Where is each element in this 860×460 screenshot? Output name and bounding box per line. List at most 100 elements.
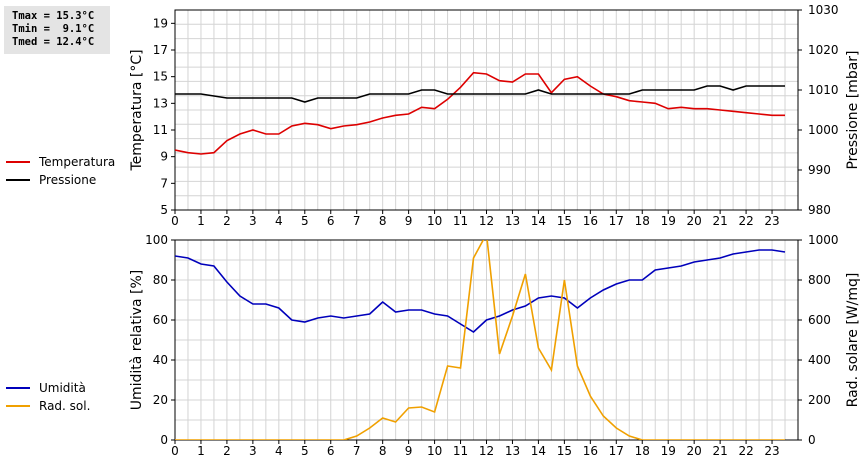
stat-tmin: Tmin = 9.1°C — [12, 23, 95, 35]
y-tick-label-right: 1000 — [808, 123, 839, 137]
x-tick-label: 6 — [327, 214, 335, 228]
legend-swatch-pressione — [6, 179, 30, 181]
y-axis-label-right: Rad. solare [W/mq] — [845, 273, 860, 408]
y-tick-label-right: 600 — [808, 313, 831, 327]
x-tick-label: 20 — [687, 444, 702, 458]
x-tick-label: 2 — [223, 214, 231, 228]
x-tick-label: 4 — [275, 444, 283, 458]
x-tick-label: 12 — [479, 444, 494, 458]
y-tick-label-left: 13 — [153, 96, 168, 110]
x-tick-label: 10 — [427, 444, 442, 458]
x-tick-label: 20 — [687, 214, 702, 228]
x-tick-label: 7 — [353, 444, 361, 458]
y-tick-label-left: 19 — [153, 16, 168, 30]
y-tick-label-left: 7 — [160, 176, 168, 190]
x-tick-label: 21 — [712, 214, 727, 228]
stats-box: Tmax = 15.3°C Tmin = 9.1°C Tmed = 12.4°C — [4, 6, 110, 54]
y-tick-label-left: 11 — [153, 123, 168, 137]
y-tick-label-left: 80 — [153, 273, 168, 287]
y-tick-label-left: 100 — [145, 233, 168, 247]
x-tick-label: 1 — [197, 444, 205, 458]
y-tick-label-right: 1030 — [808, 3, 839, 17]
stat-tmed: Tmed = 12.4°C — [12, 36, 95, 48]
y-tick-label-right: 980 — [808, 203, 831, 217]
legend-label-umidita: Umidità — [39, 381, 86, 395]
x-tick-label: 19 — [661, 214, 676, 228]
y-tick-label-left: 17 — [153, 43, 168, 57]
x-tick-label: 2 — [223, 444, 231, 458]
x-tick-label: 16 — [583, 444, 598, 458]
legend-item-temperatura: Temperatura — [6, 153, 115, 171]
x-tick-label: 0 — [171, 214, 179, 228]
x-tick-label: 8 — [379, 444, 387, 458]
x-tick-label: 14 — [531, 214, 546, 228]
x-tick-label: 15 — [557, 444, 572, 458]
x-tick-label: 6 — [327, 444, 335, 458]
x-tick-label: 10 — [427, 214, 442, 228]
legend-swatch-rad-sol — [6, 405, 30, 407]
y-tick-label-right: 800 — [808, 273, 831, 287]
x-tick-label: 14 — [531, 444, 546, 458]
y-tick-label-right: 1010 — [808, 83, 839, 97]
x-tick-label: 11 — [453, 444, 468, 458]
y-tick-label-right: 990 — [808, 163, 831, 177]
x-tick-label: 5 — [301, 444, 309, 458]
x-tick-label: 23 — [764, 444, 779, 458]
y-axis-label-left: Umidità relativa [%] — [129, 270, 145, 411]
x-tick-label: 13 — [505, 444, 520, 458]
x-tick-label: 15 — [557, 214, 572, 228]
y-tick-label-left: 9 — [160, 150, 168, 164]
x-tick-label: 22 — [738, 214, 753, 228]
legend-item-pressione: Pressione — [6, 171, 115, 189]
y-tick-label-right: 1000 — [808, 233, 839, 247]
y-tick-label-right: 400 — [808, 353, 831, 367]
x-tick-label: 3 — [249, 444, 257, 458]
y-tick-label-left: 5 — [160, 203, 168, 217]
x-tick-label: 16 — [583, 214, 598, 228]
y-tick-label-left: 15 — [153, 70, 168, 84]
y-tick-label-right: 200 — [808, 393, 831, 407]
series-line-rad-sol — [175, 240, 785, 440]
y-tick-label-left: 40 — [153, 353, 168, 367]
x-tick-label: 1 — [197, 214, 205, 228]
x-tick-label: 3 — [249, 214, 257, 228]
x-tick-label: 12 — [479, 214, 494, 228]
x-tick-label: 17 — [609, 214, 624, 228]
legend-label-temperatura: Temperatura — [39, 155, 116, 169]
x-tick-label: 18 — [635, 214, 650, 228]
series-line-temperatura — [175, 71, 785, 155]
x-tick-label: 9 — [405, 444, 413, 458]
legend-item-rad-sol: Rad. sol. — [6, 397, 90, 415]
x-tick-label: 22 — [738, 444, 753, 458]
x-tick-label: 0 — [171, 444, 179, 458]
y-tick-label-right: 0 — [808, 433, 816, 447]
legend-bottom: Umidità Rad. sol. — [6, 379, 90, 415]
x-tick-label: 8 — [379, 214, 387, 228]
y-axis-label-left: Temperatura [°C] — [129, 49, 145, 171]
series-line-pressione — [175, 85, 785, 103]
x-tick-label: 19 — [661, 444, 676, 458]
x-tick-label: 17 — [609, 444, 624, 458]
legend-label-rad-sol: Rad. sol. — [39, 399, 91, 413]
legend-top: Temperatura Pressione — [6, 153, 115, 189]
x-tick-label: 23 — [764, 214, 779, 228]
y-tick-label-right: 1020 — [808, 43, 839, 57]
stat-tmax: Tmax = 15.3°C — [12, 10, 95, 22]
x-tick-label: 5 — [301, 214, 309, 228]
legend-swatch-umidita — [6, 387, 30, 389]
legend-item-umidita: Umidità — [6, 379, 90, 397]
legend-swatch-temperatura — [6, 161, 30, 163]
x-tick-label: 21 — [712, 444, 727, 458]
x-tick-label: 18 — [635, 444, 650, 458]
x-tick-label: 4 — [275, 214, 283, 228]
legend-label-pressione: Pressione — [39, 173, 97, 187]
x-tick-label: 9 — [405, 214, 413, 228]
x-tick-label: 11 — [453, 214, 468, 228]
y-tick-label-left: 0 — [160, 433, 168, 447]
y-tick-label-left: 20 — [153, 393, 168, 407]
y-tick-label-left: 60 — [153, 313, 168, 327]
y-axis-label-right: Pressione [mbar] — [845, 50, 860, 169]
